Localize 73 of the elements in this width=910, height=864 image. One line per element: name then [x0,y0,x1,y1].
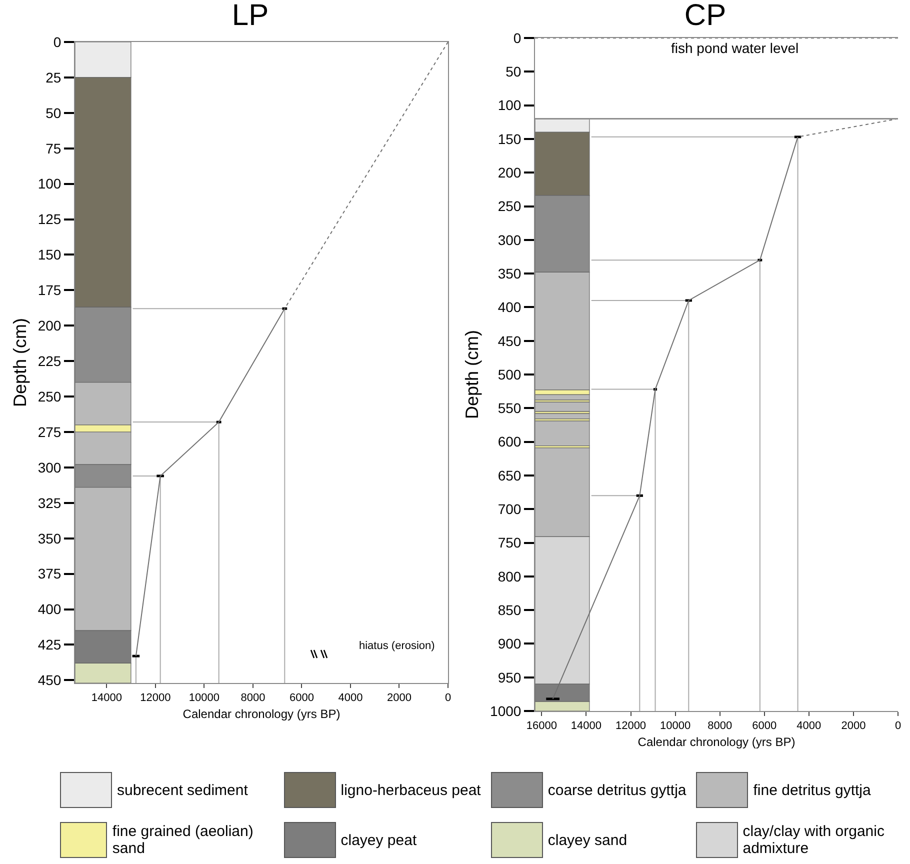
y-tick-label: 200 [498,164,522,180]
y-tick-label: 100 [498,97,522,114]
text: fine grained (aeolian) sand [112,823,254,857]
y-tick-label: 150 [498,130,522,147]
y-tick-label: 650 [498,467,522,484]
text: clayey sand [548,832,628,848]
text: ligno-herbaceus peat [340,782,481,798]
x-tick-label: 2000 [841,720,866,732]
x-tick-label: 12000 [615,720,646,732]
x-tick-label: 12000 [140,692,171,704]
y-tick-label: 800 [498,568,522,584]
y-tick-label: 750 [498,534,522,551]
text: clay/clay with organic admixture [742,823,886,857]
x-tick-label: 10000 [188,692,220,704]
y-tick-label: 300 [38,459,62,476]
text: coarse detritus gyttja [548,782,686,798]
text: clayey peat [340,832,417,848]
x-tick-label: 6000 [752,720,777,732]
y-tick-label: 400 [38,601,62,618]
y-tick-label: 900 [498,636,522,652]
x-axis-title: Calendar chronology (yrs BP) [182,707,340,722]
y-tick-label: 50 [46,104,62,121]
x-tick-label: 10000 [660,720,691,732]
y-tick-label: 700 [498,501,522,517]
y-tick-label: 300 [498,232,522,248]
x-tick-label: 0 [894,720,902,732]
ref-line-label: fish pond water level [671,40,799,56]
y-tick-label: 400 [498,299,522,316]
x-tick-label: 8000 [708,720,732,732]
x-tick-label: 14000 [91,692,122,704]
text: subrecent sediment [117,782,248,798]
y-tick-label: 450 [498,332,522,349]
text: fine detritus gyttja [753,782,871,798]
y-tick-label: 1000 [490,702,522,719]
y-tick-label: 375 [38,566,62,582]
y-tick-label: 100 [38,176,62,192]
y-tick-label: 225 [38,352,62,369]
y-axis-title: Depth (cm) [10,318,30,408]
y-tick-label: 350 [38,530,62,546]
y-tick-label: 50 [506,64,522,80]
y-tick-label: 500 [498,366,522,382]
x-axis-title: Calendar chronology (yrs BP) [638,735,796,750]
y-tick-label: 200 [38,318,62,334]
x-tick-label: 2000 [387,692,412,704]
y-tick-label: 275 [38,424,62,440]
y-tick-label: 350 [498,265,522,282]
y-tick-label: 425 [38,636,62,653]
y-tick-label: 250 [498,198,522,214]
y-tick-label: 125 [38,211,62,228]
y-tick-label: 850 [498,602,522,618]
y-tick-label: 175 [38,282,62,298]
y-tick-label: 0 [53,34,62,50]
x-tick-label: 4000 [796,720,822,732]
chart-title: CP [684,0,726,32]
y-axis-title: Depth (cm) [462,330,482,420]
x-tick-label: 6000 [289,692,314,704]
x-tick-label: 4000 [338,692,363,704]
annotation: hiatus (erosion) [359,640,435,652]
y-tick-label: 25 [46,69,62,86]
x-tick-label: 16000 [526,720,557,732]
y-tick-label: 75 [46,140,62,156]
y-tick-label: 325 [38,494,62,511]
x-tick-label: 0 [444,692,452,704]
y-tick-label: 150 [38,246,62,263]
y-tick-label: 450 [38,672,62,688]
x-tick-label: 14000 [570,720,602,732]
y-tick-label: 550 [498,400,522,416]
y-tick-label: 0 [513,30,522,46]
y-tick-label: 950 [498,669,522,686]
y-tick-label: 600 [498,434,522,450]
x-tick-label: 8000 [240,692,266,704]
y-tick-label: 250 [38,388,62,404]
chart-title: LP [232,0,269,32]
